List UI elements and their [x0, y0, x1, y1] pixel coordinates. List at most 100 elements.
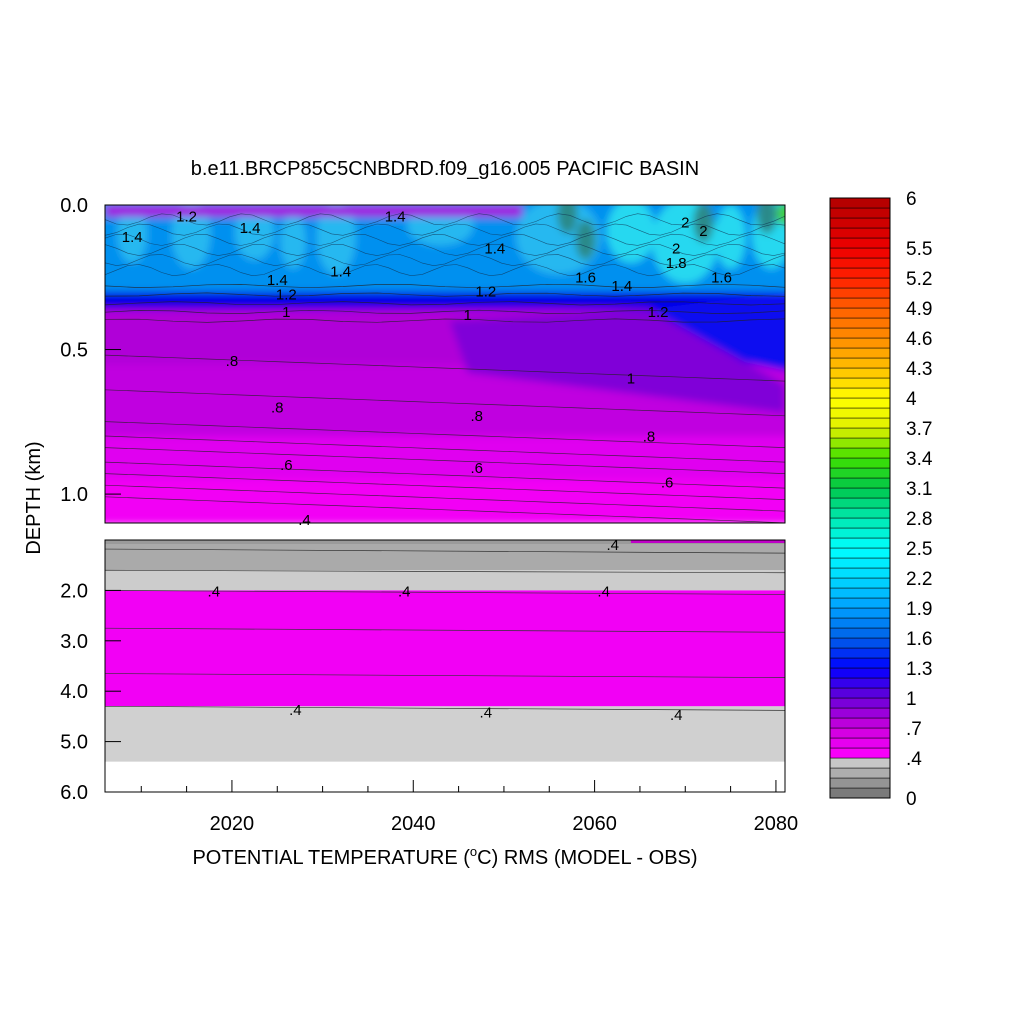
- surface-patch-4: [316, 205, 356, 275]
- lower-y-tick-label-0: 2.0: [60, 580, 88, 602]
- colorbar-tick-labels: 6 5.5 5.2 4.9 4.6 4.3 4 3.7 3.4 3.1 2.8 2.5 2.2 1.9 1.…: [906, 189, 933, 810]
- colorbar-label-16: 1: [906, 689, 917, 710]
- surface-dark-patch-3: [756, 205, 777, 234]
- colorbar-box: [829, 497, 891, 509]
- colorbar-box: [829, 607, 891, 619]
- lower-y-axis: 2.0 3.0 4.0 5.0 6.0: [60, 580, 121, 804]
- upper-panel-frame: [104, 204, 786, 524]
- x-axis-label-degree: o: [470, 844, 477, 859]
- upper-contour-line-3: [105, 309, 785, 314]
- upper-contour-label-8: 1: [282, 304, 290, 321]
- colorbar-box: [829, 487, 891, 499]
- surface-patch-6: [516, 205, 601, 275]
- lower-contour-label-1: .4: [208, 583, 221, 600]
- upper-contour-label-6: 1.4: [330, 263, 351, 280]
- colorbar-box: [829, 657, 891, 669]
- surface-patch-3: [280, 213, 306, 269]
- upper-depth-panel: 1.41.21.41.41.41.41.41.211.211.61.41.21.…: [60, 195, 786, 529]
- upper-contour-line-6: [105, 389, 785, 417]
- upper-contour-label-16: 2: [672, 240, 680, 257]
- lower-y-tick-label-3: 5.0: [60, 732, 88, 754]
- y-axis-label: DEPTH (km): [23, 441, 45, 554]
- upper-contour-label-23: .8: [643, 428, 656, 445]
- lower-panel-frame: [104, 539, 786, 793]
- upper-contour-label-18: 2: [699, 223, 707, 240]
- upper-contour-line-0: [105, 283, 785, 289]
- colorbar-box: [829, 417, 891, 429]
- upper-surface-contour-3: [105, 244, 785, 256]
- colorbar-box: [829, 617, 891, 629]
- deep-blue-extension: [649, 292, 785, 371]
- colorbar-label-7: 3.7: [906, 419, 932, 440]
- colorbar-box: [829, 777, 891, 789]
- lower-contour-label-2: .4: [398, 583, 411, 600]
- colorbar-box: [829, 447, 891, 459]
- upper-contour-label-17: 2: [681, 214, 689, 231]
- lower-top-magenta: [630, 540, 785, 543]
- colorbar-box: [829, 757, 891, 769]
- upper-contour-line-9: [105, 447, 785, 474]
- colorbar-box: [829, 197, 891, 209]
- colorbar-label-17: .7: [906, 719, 922, 740]
- upper-contour-fill: [105, 205, 785, 523]
- colorbar-label-6: 4: [906, 389, 917, 410]
- x-tick-label-0: 2020: [210, 813, 255, 835]
- upper-contour-label-12: 1.4: [611, 278, 632, 295]
- upper-contour-label-14: 1.6: [711, 269, 732, 286]
- upper-contour-label-10: 1: [463, 307, 471, 324]
- lower-layer-0: [105, 540, 785, 571]
- upper-contour-label-13: 1.2: [648, 304, 669, 321]
- upper-surface-contour-1: [105, 223, 785, 236]
- colorbar-box: [829, 687, 891, 699]
- colorbar-box: [829, 747, 891, 759]
- colorbar-label-15: 1.3: [906, 659, 932, 680]
- upper-contour-label-26: .6: [661, 475, 674, 492]
- upper-y-tick-label-0: 0.0: [60, 195, 88, 217]
- lower-contour-label-4: .4: [289, 702, 302, 719]
- surface-patch-7: [606, 205, 655, 264]
- colorbar-label-11: 2.5: [906, 539, 932, 560]
- upper-contour-label-9: 1.2: [475, 284, 496, 301]
- upper-y-tick-label-1: 0.5: [60, 340, 88, 362]
- lower-y-tick-label-4: 6.0: [60, 782, 88, 804]
- colorbar-label-14: 1.6: [906, 629, 932, 650]
- surface-patch-1: [171, 205, 211, 269]
- lower-contour-line-1: [105, 569, 785, 574]
- colorbar-box: [829, 247, 891, 259]
- upper-contour-label-4: 1.4: [484, 240, 505, 257]
- colorbar-box: [829, 477, 891, 489]
- colorbar-frame: [829, 197, 891, 799]
- colorbar-box: [829, 377, 891, 389]
- colorbar-label-3: 4.9: [906, 299, 932, 320]
- x-axis-label-main: POTENTIAL TEMPERATURE (: [192, 847, 470, 869]
- upper-y-tick-label-2: 1.0: [60, 484, 88, 506]
- upper-contour-label-3: 1.4: [385, 209, 406, 226]
- upper-contour-label-7: 1.2: [276, 287, 297, 304]
- lower-y-tick-label-1: 3.0: [60, 631, 88, 653]
- colorbar-box: [829, 257, 891, 269]
- colorbar-box: [829, 707, 891, 719]
- colorbar-box: [829, 767, 891, 779]
- upper-contour-line-11: [105, 473, 785, 500]
- upper-contour-label-22: .8: [470, 408, 483, 425]
- lower-contour-lines: [105, 548, 785, 711]
- upper-contour-label-19: 1: [627, 370, 635, 387]
- lower-y-tick-label-2: 4.0: [60, 681, 88, 703]
- upper-contour-label-2: 1.4: [240, 220, 261, 237]
- upper-contour-label-0: 1.4: [122, 229, 143, 246]
- upper-contour-label-5: 1.4: [267, 272, 288, 289]
- colorbar-box: [829, 347, 891, 359]
- upper-contour-line-8: [105, 435, 785, 463]
- surface-dark-patch-0: [557, 205, 578, 234]
- colorbar-label-9: 3.1: [906, 479, 932, 500]
- violet-extension: [449, 309, 785, 414]
- colorbar: 6 5.5 5.2 4.9 4.6 4.3 4 3.7 3.4 3.1 2.8 2.5 2.2 1.9 1.…: [829, 189, 933, 810]
- colorbar-box: [829, 647, 891, 659]
- lower-contour-label-3: .4: [597, 583, 610, 600]
- colorbar-label-19: 0: [906, 789, 917, 810]
- colorbar-label-4: 4.6: [906, 329, 932, 350]
- colorbar-box: [829, 697, 891, 709]
- lower-contour-label-0: .4: [606, 537, 619, 554]
- upper-surface-contour-2: [105, 233, 785, 246]
